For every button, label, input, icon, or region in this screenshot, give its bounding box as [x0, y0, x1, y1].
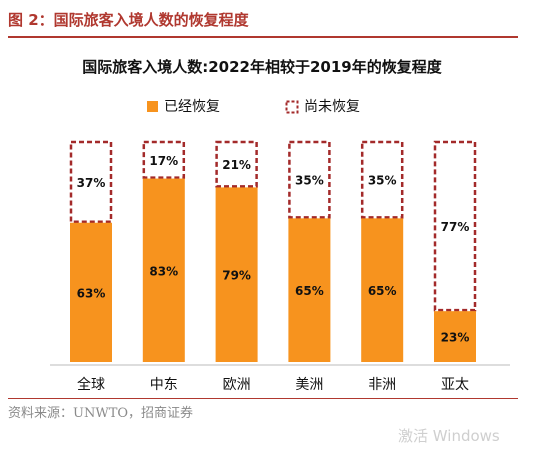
data-label-remaining-cat-2: 21% [222, 158, 251, 172]
x-tick-label-cat-2: 欧洲 [223, 377, 251, 393]
x-tick-label-cat-3: 美洲 [295, 377, 323, 393]
data-label-recovered-cat-5: 23% [441, 331, 470, 345]
windows-activation-watermark: 激活 Windows [398, 427, 500, 445]
chart-title: 国际旅客入境人数:2022年相较于2019年的恢复程度 [82, 58, 442, 76]
legend-label-recovered: 已经恢复 [164, 98, 220, 115]
data-label-recovered-cat-0: 63% [77, 286, 106, 300]
x-tick-label-cat-0: 全球 [77, 376, 105, 393]
x-tick-label-cat-1: 中东 [150, 377, 178, 393]
data-label-remaining-cat-4: 35% [368, 174, 397, 188]
data-label-remaining-cat-1: 17% [149, 154, 178, 168]
x-tick-label-cat-4: 非洲 [368, 377, 396, 393]
bar-remaining-cat-4 [360, 140, 404, 219]
source-note: 资料来源：UNWTO，招商证券 [8, 406, 194, 421]
data-label-recovered-cat-4: 65% [368, 284, 397, 298]
bar-remaining-cat-0 [69, 140, 113, 224]
legend-label-remaining: 尚未恢复 [304, 98, 360, 115]
bar-recovered-cat-4 [361, 218, 404, 362]
figure-label: 图 2：国际旅客入境人数的恢复程度 [8, 11, 249, 29]
legend-swatch-remaining [285, 100, 299, 114]
bar-remaining-cat-2 [215, 140, 258, 188]
stacked-bar-chart: 国际旅客入境人数:2022年相较于2019年的恢复程度 已经恢复 尚未恢复 37… [50, 58, 510, 393]
bar-recovered-cat-5 [434, 311, 476, 362]
bar-recovered-cat-2 [215, 187, 258, 362]
bar-remaining-cat-3 [288, 140, 331, 219]
legend-swatch-recovered [147, 101, 158, 112]
bars: 37% 63% 17% 83% 21% 79% 35% 65% 35% 65% 77% 23% [69, 140, 477, 362]
x-tick-label-cat-5: 亚太 [441, 377, 469, 393]
title-rule [8, 36, 518, 38]
bar-remaining-cat-1 [142, 140, 186, 179]
bar-recovered-cat-3 [288, 218, 331, 362]
data-label-remaining-cat-0: 37% [77, 176, 106, 190]
data-label-recovered-cat-1: 83% [149, 264, 178, 278]
data-label-recovered-cat-3: 65% [295, 284, 324, 298]
data-label-recovered-cat-2: 79% [222, 269, 251, 283]
legend: 已经恢复 尚未恢复 [147, 98, 360, 115]
bar-recovered-cat-1 [142, 178, 185, 362]
bar-recovered-cat-0 [70, 222, 112, 362]
data-label-remaining-cat-5: 77% [441, 220, 470, 234]
x-axis-ticks: 全球 中东 欧洲 美洲 非洲 亚太 [77, 376, 469, 393]
source-rule [8, 398, 518, 399]
bar-remaining-cat-5 [433, 140, 477, 312]
data-label-remaining-cat-3: 35% [295, 174, 324, 188]
